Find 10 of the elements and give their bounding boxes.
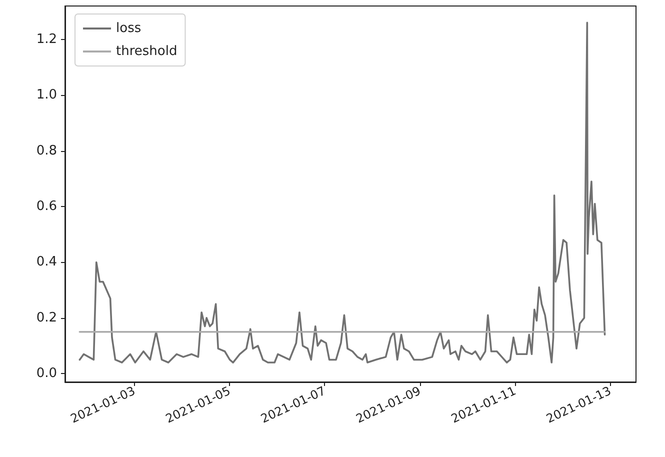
y-tick-label: 0.0 xyxy=(36,366,57,382)
y-tick-label: 0.6 xyxy=(36,199,57,214)
y-tick-label: 0.4 xyxy=(36,254,57,270)
legend-label: threshold xyxy=(116,44,178,59)
y-tick-label: 1.0 xyxy=(36,88,57,103)
line-series xyxy=(78,22,606,364)
y-tick-label: 0.8 xyxy=(36,143,57,158)
legend-label: loss xyxy=(116,21,142,36)
y-tick-label: 1.2 xyxy=(36,32,57,47)
y-tick-label: 0.2 xyxy=(36,310,57,326)
